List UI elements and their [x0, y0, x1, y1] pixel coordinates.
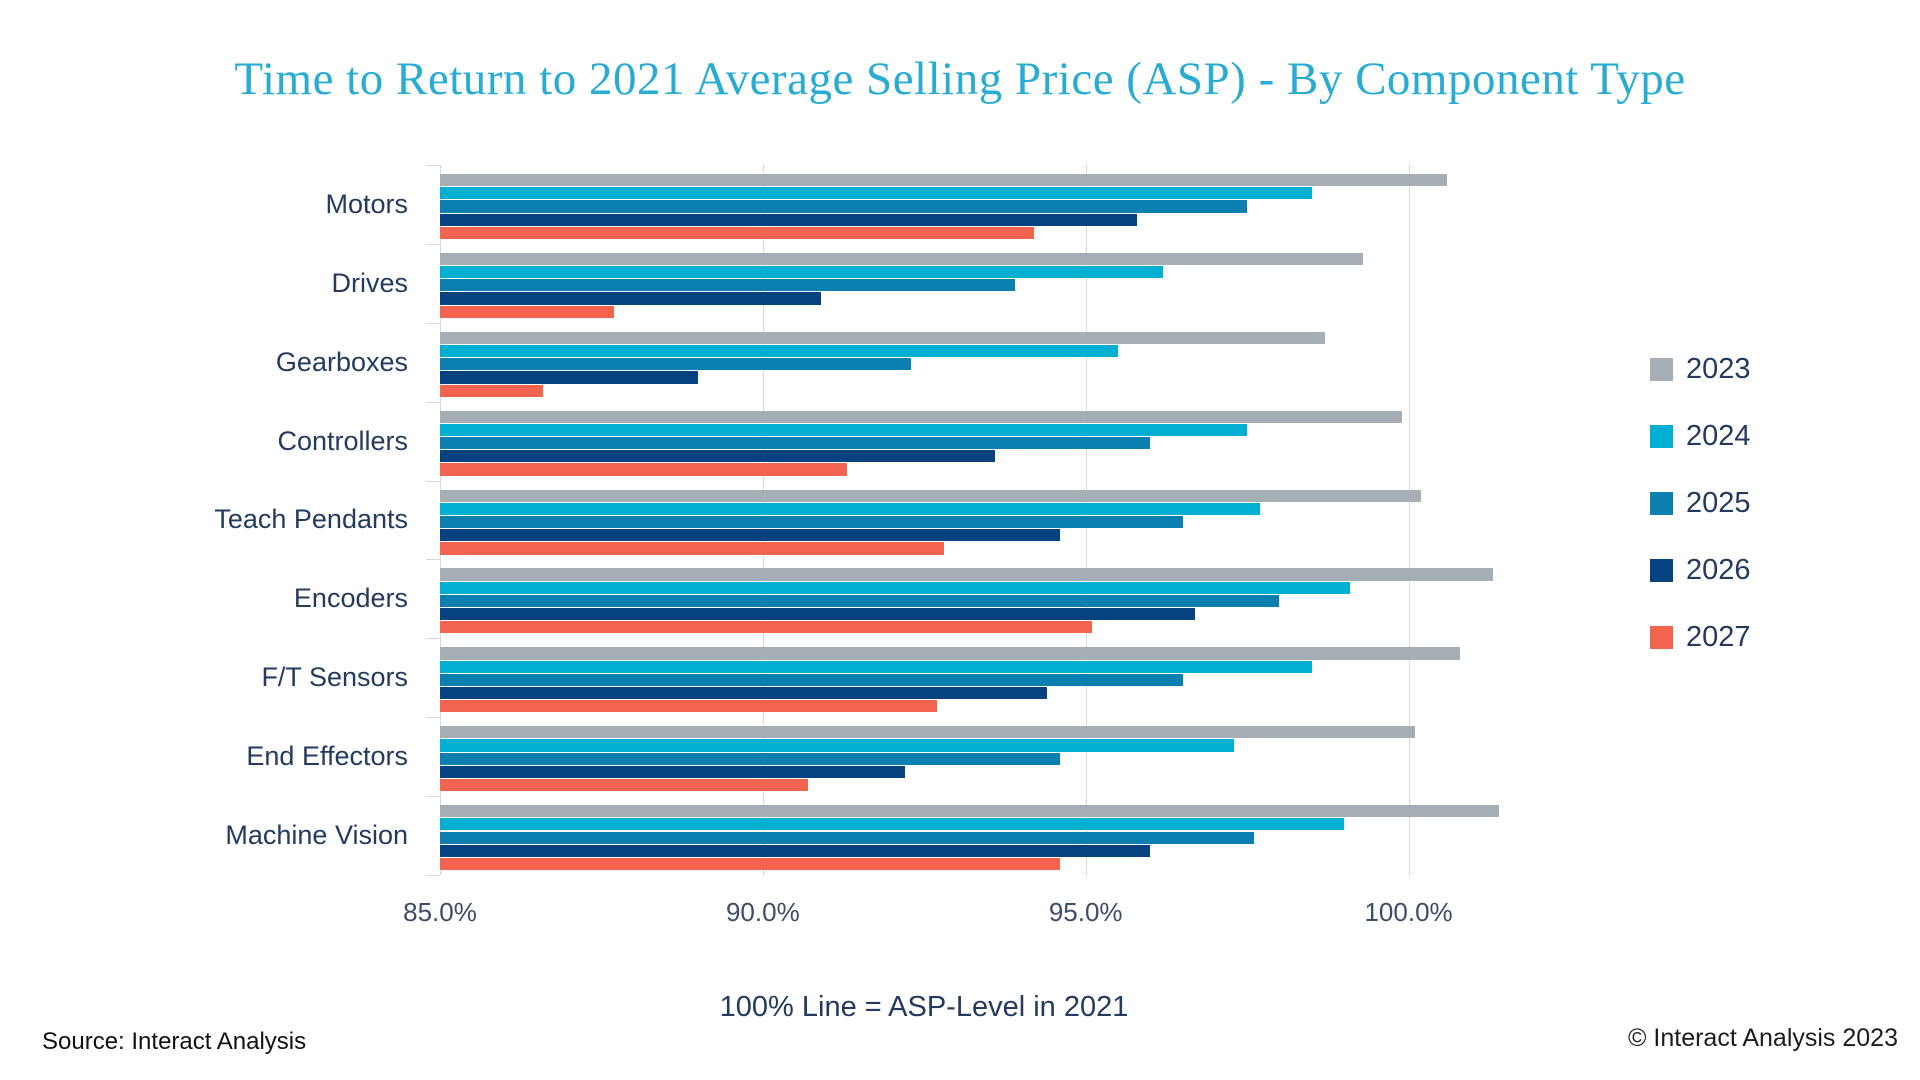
bar-f-t-sensors-2023	[440, 647, 1461, 660]
bar-encoders-2027	[440, 621, 1093, 634]
category-tick-mark	[426, 165, 440, 166]
plot-area	[426, 165, 1570, 876]
category-label-encoders: Encoders	[293, 583, 408, 614]
x-tick-label-90: 90.0%	[725, 897, 800, 927]
x-tick-label-85: 85.0%	[403, 897, 477, 927]
bar-machine-vision-2026	[440, 844, 1151, 857]
legend-label-2026: 2026	[1686, 553, 1751, 586]
x-tick-label-95: 95.0%	[1048, 897, 1123, 927]
bar-motors-2026	[440, 213, 1138, 226]
category-tick-mark	[426, 243, 440, 245]
legend-swatch-icon-2027	[1650, 625, 1673, 649]
bar-f-t-sensors-2025	[440, 673, 1183, 686]
bar-teach-pendants-2026	[440, 529, 1060, 542]
bar-gearboxes-2027	[440, 384, 544, 397]
category-label-gearboxes: Gearboxes	[275, 346, 408, 377]
category-label-end-effectors: End Effectors	[246, 741, 408, 772]
bar-end-effectors-2026	[440, 765, 905, 778]
legend-swatch-icon-2023	[1650, 357, 1673, 381]
category-tick-mark	[426, 875, 440, 876]
bar-machine-vision-2027	[440, 857, 1060, 871]
bar-f-t-sensors-2026	[440, 686, 1047, 700]
bar-f-t-sensors-2027	[440, 700, 938, 713]
legend-item-2024: 2024	[1650, 419, 1751, 453]
x-tick-label-100: 100.0%	[1364, 897, 1453, 927]
bar-end-effectors-2027	[440, 779, 809, 792]
bar-encoders-2024	[440, 581, 1351, 594]
axis-footnote: 100% Line = ASP-Level in 2021	[719, 991, 1129, 1023]
bar-encoders-2026	[440, 608, 1196, 621]
source-note: Source: Interact Analysis	[42, 1028, 307, 1055]
bar-drives-2026	[440, 292, 821, 305]
bar-gearboxes-2023	[440, 331, 1325, 344]
bar-f-t-sensors-2024	[440, 660, 1312, 673]
bar-gearboxes-2026	[440, 371, 699, 384]
category-tick-mark	[426, 401, 440, 403]
category-label-teach-pendants: Teach Pendants	[214, 504, 408, 535]
category-tick-mark	[426, 480, 440, 482]
legend-swatch-icon-2024	[1650, 424, 1673, 448]
bar-end-effectors-2024	[440, 739, 1235, 752]
legend-swatch-icon-2025	[1650, 491, 1673, 515]
bar-end-effectors-2023	[440, 726, 1416, 739]
category-label-motors: Motors	[325, 188, 408, 219]
bar-machine-vision-2025	[440, 831, 1254, 844]
chart-title: Time to Return to 2021 Average Selling P…	[234, 53, 1686, 105]
bar-teach-pendants-2025	[440, 515, 1183, 529]
bar-motors-2025	[440, 200, 1248, 213]
legend-item-2027: 2027	[1650, 620, 1751, 654]
category-tick-mark	[426, 322, 440, 324]
category-label-drives: Drives	[331, 267, 408, 298]
bar-teach-pendants-2027	[440, 542, 944, 555]
bar-controllers-2024	[440, 423, 1248, 437]
legend-label-2024: 2024	[1686, 419, 1751, 452]
bar-motors-2027	[440, 226, 1035, 239]
bar-end-effectors-2025	[440, 752, 1060, 765]
category-tick-mark	[426, 559, 440, 561]
legend-label-2023: 2023	[1686, 352, 1751, 385]
bar-teach-pendants-2023	[440, 489, 1422, 502]
bar-drives-2024	[440, 266, 1164, 279]
category-label-machine-vision: Machine Vision	[225, 820, 408, 851]
bar-encoders-2023	[440, 568, 1493, 581]
bar-machine-vision-2024	[440, 818, 1344, 831]
legend-item-2023: 2023	[1650, 352, 1751, 386]
bar-controllers-2027	[440, 463, 847, 476]
bar-controllers-2023	[440, 410, 1403, 423]
bar-controllers-2025	[440, 437, 1151, 450]
bar-encoders-2025	[440, 594, 1280, 608]
bar-motors-2024	[440, 187, 1312, 200]
bar-drives-2025	[440, 279, 1015, 292]
legend-label-2027: 2027	[1686, 620, 1751, 653]
bar-drives-2027	[440, 305, 615, 318]
legend-item-2026: 2026	[1650, 553, 1751, 587]
legend: 2023 2024 2025 2026 2027	[1650, 352, 1751, 687]
bar-drives-2023	[440, 252, 1364, 266]
copyright-note: © Interact Analysis 2023	[1628, 1024, 1898, 1052]
category-tick-mark	[426, 717, 440, 719]
gridline-100	[1408, 165, 1410, 875]
legend-label-2025: 2025	[1686, 486, 1751, 519]
category-tick-mark	[426, 638, 440, 640]
bar-teach-pendants-2024	[440, 502, 1261, 515]
category-label-controllers: Controllers	[277, 425, 408, 456]
category-label-f-t-sensors: F/T Sensors	[261, 662, 408, 693]
legend-swatch-icon-2026	[1650, 558, 1673, 582]
bar-gearboxes-2025	[440, 358, 912, 371]
legend-item-2025: 2025	[1650, 486, 1751, 520]
category-tick-mark	[426, 796, 440, 798]
bar-gearboxes-2024	[440, 344, 1118, 358]
bar-motors-2023	[440, 174, 1448, 187]
bar-machine-vision-2023	[440, 805, 1499, 818]
bar-controllers-2026	[440, 450, 996, 463]
